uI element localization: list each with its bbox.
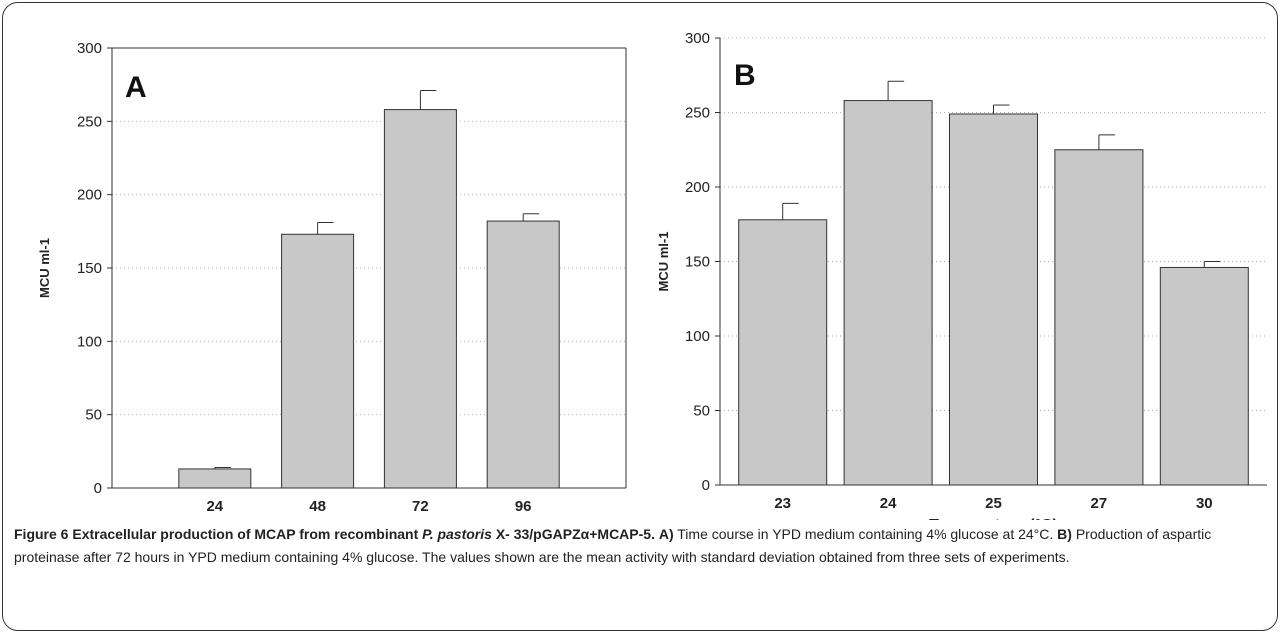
- caption-b-label: B): [1057, 526, 1072, 542]
- y-tick-label: 0: [702, 477, 710, 494]
- bar: [1159, 266, 1249, 486]
- bar: [738, 219, 828, 486]
- x-tick-label: 72: [412, 498, 429, 515]
- panel-b-chart: 0 50 100 150 200 250 300 23 24 25 27 30 B Temperature…: [656, 30, 1267, 520]
- y-tick-label: 100: [77, 333, 102, 350]
- bar: [1054, 149, 1144, 486]
- y-tick-label: 250: [77, 113, 102, 130]
- panel-label: B: [734, 59, 756, 92]
- caption-figure-label: Figure 6: [14, 526, 69, 542]
- x-axis-title: Temperature (°C): [929, 517, 1058, 520]
- y-axis-title: MCU ml-1: [37, 238, 52, 298]
- y-tick-label: 250: [685, 105, 710, 122]
- caption-b-text: Production of aspartic proteinase after …: [14, 526, 1212, 565]
- y-tick-label: 50: [693, 403, 710, 420]
- caption-a-label: A): [658, 526, 674, 542]
- bar: [281, 233, 355, 489]
- panel-a-chart: 05010015020025030024487296AHoursMCU ml-1: [37, 40, 627, 515]
- y-tick-label: 150: [77, 260, 102, 277]
- caption-a-text: Time course in YPD medium containing 4% …: [673, 526, 1054, 542]
- y-tick-label: 300: [77, 40, 102, 57]
- y-tick-label: 300: [685, 30, 710, 47]
- y-tick-label: 50: [85, 407, 102, 424]
- figure-charts: 05010015020025030024487296AHoursMCU ml-1…: [37, 30, 1267, 520]
- x-tick-label: 96: [515, 498, 532, 515]
- bar: [843, 100, 933, 486]
- x-tick-label: 48: [309, 498, 326, 515]
- x-tick-label: 24: [880, 495, 897, 512]
- caption-organism: P. pastoris: [422, 526, 492, 542]
- x-tick-label: 23: [774, 495, 791, 512]
- x-tick-label: 25: [985, 495, 1002, 512]
- bar: [383, 109, 457, 489]
- y-tick-label: 200: [77, 187, 102, 204]
- caption-title-part2: X- 33/pGAPZα+MCAP-5.: [491, 526, 655, 542]
- panel-label: A: [125, 71, 147, 104]
- x-tick-label: 24: [206, 498, 223, 515]
- figure-caption: Figure 6 Extracellular production of MCA…: [14, 523, 1264, 569]
- y-tick-label: 150: [685, 254, 710, 271]
- x-tick-label: 30: [1196, 495, 1213, 512]
- bar: [486, 220, 560, 489]
- y-axis-title: MCU ml-1: [656, 232, 671, 292]
- caption-title-part1: Extracellular production of MCAP from re…: [72, 526, 423, 542]
- y-tick-label: 0: [94, 480, 102, 497]
- bar: [949, 113, 1038, 486]
- x-tick-label: 27: [1091, 495, 1108, 512]
- y-tick-label: 100: [685, 328, 710, 345]
- bar: [178, 468, 252, 489]
- y-tick-label: 200: [685, 179, 710, 196]
